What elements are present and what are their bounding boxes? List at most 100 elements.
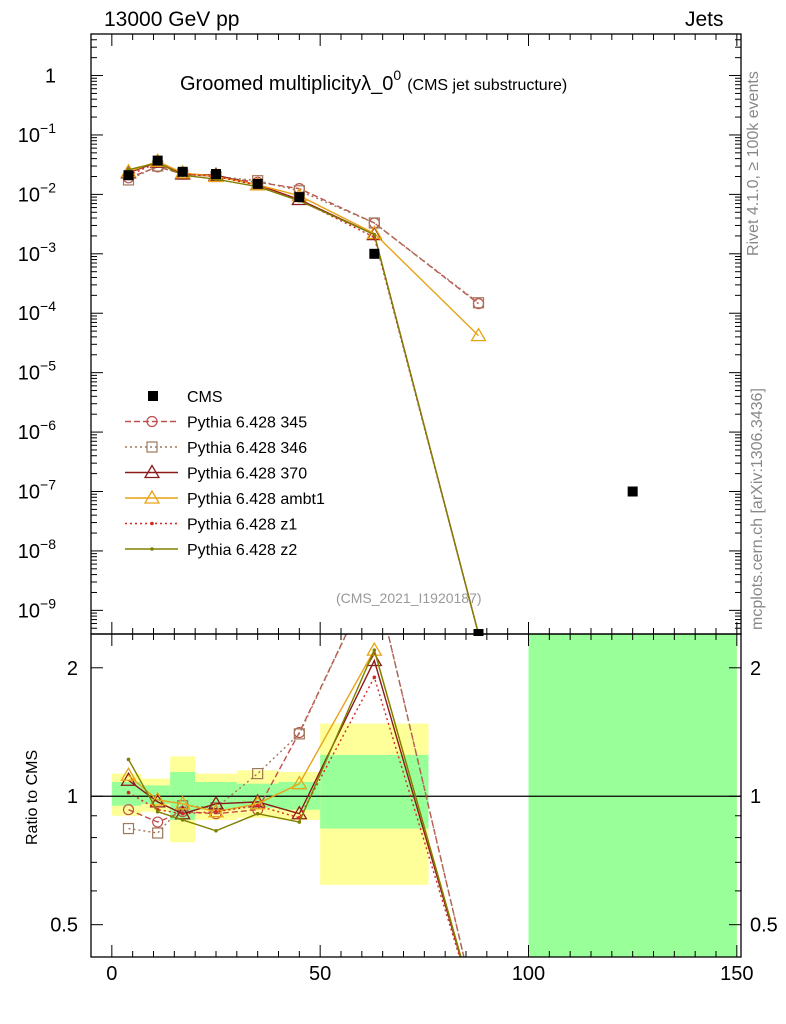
ratio-point-1-5 (293, 728, 305, 740)
ratio-point-1-1 (152, 827, 164, 839)
ratio-y-tick-left-0: 0.5 (50, 915, 78, 937)
ratio-point-0-1 (152, 816, 164, 828)
band-inner-7 (528, 634, 737, 957)
cms-point-2 (177, 166, 188, 177)
y-tick-label-9: 10−9 (18, 595, 56, 622)
band-inner-0 (111, 781, 141, 806)
ratio-line-2 (128, 658, 462, 957)
y-tick-label-0: 1 (45, 66, 56, 88)
band-inner-6 (320, 754, 429, 829)
ratio-point-4-2 (180, 811, 185, 816)
ratio-point-4-6 (372, 675, 377, 680)
ratio-point-3-2 (174, 795, 191, 810)
ratio-y-tick-left-1: 1 (67, 786, 78, 808)
legend-entry-0: Pythia 6.428 345 (125, 415, 307, 432)
ratio-uncertainty-bands (111, 634, 737, 957)
ratio-point-0-0 (122, 804, 135, 816)
legend-label-3: Pythia 6.428 ambt1 (187, 491, 325, 508)
legend-entry-4: Pythia 6.428 z1 (125, 517, 297, 534)
ratio-point-2-3 (207, 795, 225, 810)
ratio-point-4-4 (255, 803, 260, 808)
cms-data (123, 155, 638, 636)
ratio-point-2-0 (120, 771, 137, 786)
series-point-1-7 (472, 297, 485, 309)
ratio-point-5-4 (255, 811, 260, 816)
series-3 (120, 153, 487, 342)
series-5 (126, 161, 480, 635)
ratio-ylabel: Ratio to CMS (24, 750, 41, 845)
y-tick-label-5: 10−5 (18, 358, 56, 385)
x-tick-label-3: 150 (720, 963, 753, 985)
cms-point-7 (473, 629, 484, 636)
legend-entry-cms: CMS (148, 389, 223, 406)
chart-title: Groomed multiplicityλ_00(CMS jet substru… (180, 67, 567, 95)
ratio-y-tick-right-2: 2 (750, 658, 761, 680)
y-tick-label-3: 10−3 (18, 239, 56, 266)
series-point-3-7 (470, 327, 487, 342)
ratio-line-4 (128, 675, 461, 957)
legend-label-2: Pythia 6.428 370 (187, 466, 307, 483)
legend-marker-5 (150, 547, 154, 551)
series-line-5 (128, 162, 480, 635)
legend-entry-5: Pythia 6.428 z2 (125, 542, 297, 559)
y-tick-label-8: 10−8 (18, 536, 56, 563)
ratio-frame (90, 633, 742, 958)
cms-point-5 (294, 192, 305, 203)
ratio-y-tick-right-0: 0.5 (750, 915, 778, 937)
y-tick-label-7: 10−7 (18, 477, 56, 504)
legend-label-0: Pythia 6.428 345 (187, 415, 307, 432)
ratio-point-5-1 (155, 809, 160, 814)
ratio-point-3-6 (366, 641, 383, 656)
legend-marker-cms (148, 391, 158, 401)
legend-label-1: Pythia 6.428 346 (187, 440, 307, 457)
cms-point-6 (369, 248, 380, 259)
analysis-label: (CMS_2021_I1920187) (336, 590, 482, 606)
legend-entry-2: Pythia 6.428 370 (125, 464, 307, 483)
y-tick-label-4: 10−4 (18, 298, 56, 325)
legend-entry-3: Pythia 6.428 ambt1 (125, 489, 325, 508)
ratio-y-tick-left-2: 2 (67, 658, 78, 680)
ratio-point-4-3 (214, 809, 218, 814)
series-point-5-6 (372, 232, 377, 237)
cms-point-4 (252, 178, 263, 189)
series-2 (120, 153, 480, 635)
ratio-line-5 (127, 648, 462, 957)
ratio-y-tick-right-1: 1 (750, 786, 761, 808)
ratio-series-5 (126, 648, 462, 957)
cms-point-3 (211, 169, 221, 180)
cms-point-0 (123, 170, 134, 181)
ratio-point-1-0 (122, 822, 135, 835)
series-line-3 (128, 160, 479, 337)
ratio-point-3-0 (120, 766, 137, 781)
ratio-series-group (120, 634, 465, 957)
legend-marker-3 (143, 489, 161, 504)
x-tick-label-2: 100 (512, 963, 545, 985)
series-line-0 (128, 166, 479, 305)
ratio-point-5-5 (297, 820, 302, 824)
legend-entry-1: Pythia 6.428 346 (125, 440, 307, 457)
ratio-point-1-4 (252, 767, 264, 780)
series-line-2 (128, 161, 480, 635)
ratio-point-5-6 (372, 648, 377, 652)
legend-marker-1 (146, 441, 158, 453)
ratio-point-4-0 (126, 790, 131, 795)
ratio-point-3-1 (149, 791, 166, 806)
legend-marker-4 (150, 521, 154, 526)
series-1 (122, 160, 485, 309)
legend-label-5: Pythia 6.428 z2 (187, 542, 297, 559)
axis-ticks (91, 33, 741, 957)
series-line-4 (128, 162, 480, 635)
cms-point-8 (627, 486, 638, 497)
main-series-group (120, 153, 638, 636)
legend-marker-2 (143, 464, 161, 479)
ratio-point-5-0 (126, 757, 131, 762)
ratio-point-3-4 (249, 795, 266, 810)
y-tick-label-1: 10−1 (18, 120, 56, 147)
ratio-point-5-3 (214, 828, 218, 833)
legend-label-cms: CMS (187, 389, 223, 406)
x-tick-label-0: 0 (106, 963, 117, 985)
ratio-point-3-5 (291, 775, 308, 790)
axis-tick-labels: 1 10−1 10−2 10−3 10−4 10−5 10−6 10−7 10−8 10−9 0 50… (18, 66, 778, 985)
category-label: Jets (685, 8, 724, 31)
